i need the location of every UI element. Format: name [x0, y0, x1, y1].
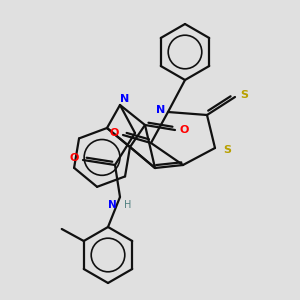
Text: S: S — [223, 145, 231, 155]
Text: O: O — [109, 128, 119, 138]
Text: H: H — [124, 200, 132, 210]
Text: N: N — [108, 200, 116, 210]
Text: N: N — [120, 94, 130, 104]
Text: O: O — [69, 153, 79, 163]
Text: O: O — [179, 125, 189, 135]
Text: S: S — [240, 90, 248, 100]
Text: N: N — [156, 105, 166, 115]
